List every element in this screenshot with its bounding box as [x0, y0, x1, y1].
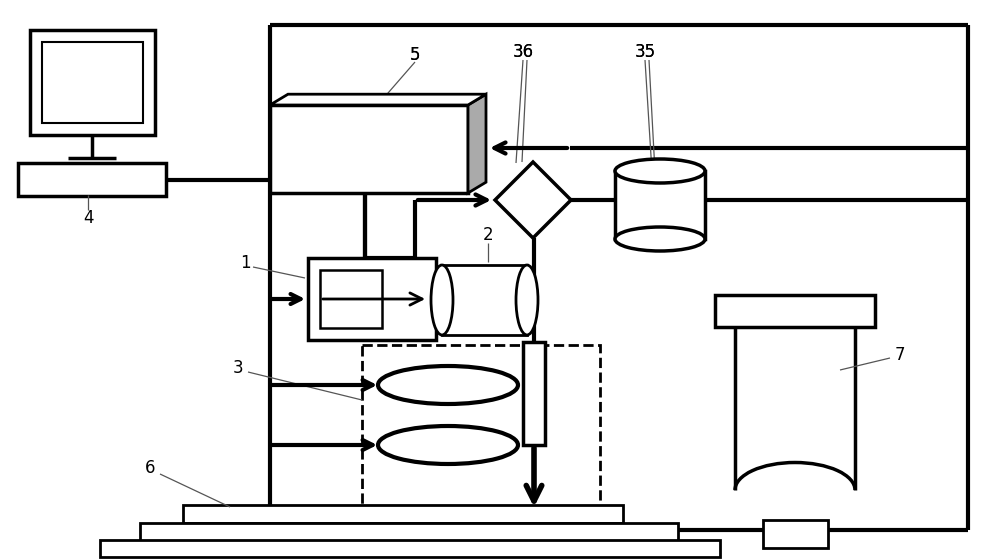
Bar [715, 295, 875, 327]
Ellipse shape [431, 265, 453, 335]
Text: 4: 4 [83, 209, 93, 227]
Bar [320, 270, 382, 328]
Polygon shape [270, 94, 486, 105]
Ellipse shape [378, 366, 518, 404]
Polygon shape [495, 162, 571, 238]
Bar [183, 505, 623, 523]
Bar [42, 42, 143, 123]
Bar [763, 520, 828, 548]
Bar [362, 345, 600, 510]
Text: 2: 2 [483, 226, 493, 244]
Ellipse shape [615, 159, 705, 183]
Text: 35: 35 [634, 43, 656, 61]
Bar [615, 171, 705, 239]
Bar [100, 540, 720, 557]
Text: 7: 7 [895, 346, 905, 364]
Bar [140, 523, 678, 545]
Text: 6: 6 [145, 459, 155, 477]
Bar [523, 342, 545, 445]
Text: 5: 5 [410, 46, 420, 64]
Ellipse shape [378, 426, 518, 464]
Bar [442, 265, 527, 335]
Ellipse shape [516, 265, 538, 335]
Polygon shape [468, 94, 486, 193]
Text: 36: 36 [512, 43, 534, 61]
Bar [308, 258, 436, 340]
Text: 5: 5 [410, 46, 420, 64]
Text: 36: 36 [512, 43, 534, 61]
Bar [30, 30, 155, 135]
Ellipse shape [615, 227, 705, 251]
Text: 3: 3 [233, 359, 243, 377]
Text: 35: 35 [634, 43, 656, 61]
Text: 1: 1 [240, 254, 250, 272]
Bar [270, 105, 468, 193]
Bar [18, 163, 166, 196]
